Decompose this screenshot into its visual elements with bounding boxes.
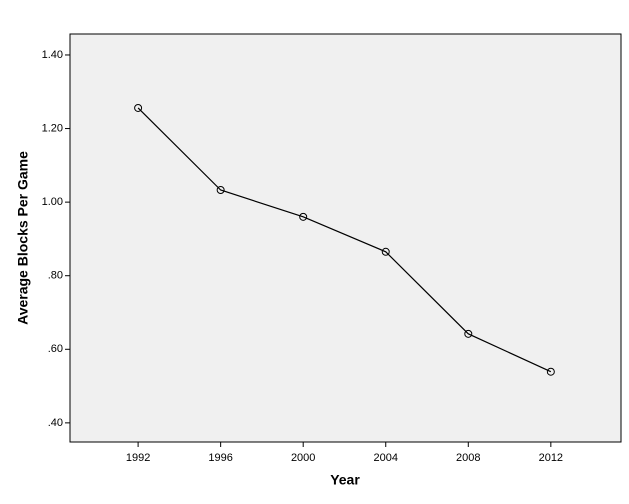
data-point bbox=[134, 103, 143, 112]
data-point bbox=[464, 329, 473, 338]
plot-area bbox=[69, 33, 622, 443]
x-axis-title: Year bbox=[330, 472, 360, 488]
x-tick-label: 1992 bbox=[126, 452, 150, 464]
x-tick-label: 2012 bbox=[539, 452, 563, 464]
x-tick-label: 2004 bbox=[373, 452, 397, 464]
x-tick-label: 2008 bbox=[456, 452, 480, 464]
data-point bbox=[381, 247, 390, 256]
data-point bbox=[299, 212, 308, 221]
y-tick-label: 1.40 bbox=[42, 49, 63, 61]
y-tick-label: .60 bbox=[48, 343, 63, 355]
x-tick-label: 1996 bbox=[208, 452, 232, 464]
data-point bbox=[546, 367, 555, 376]
y-tick-label: 1.00 bbox=[42, 196, 63, 208]
y-tick-label: 1.20 bbox=[42, 122, 63, 134]
x-tick-label: 2000 bbox=[291, 452, 315, 464]
y-axis-title: Average Blocks Per Game bbox=[15, 151, 31, 325]
data-point bbox=[216, 185, 225, 194]
y-tick-label: .40 bbox=[48, 417, 63, 429]
series-line bbox=[137, 107, 552, 373]
y-tick-label: .80 bbox=[48, 270, 63, 282]
